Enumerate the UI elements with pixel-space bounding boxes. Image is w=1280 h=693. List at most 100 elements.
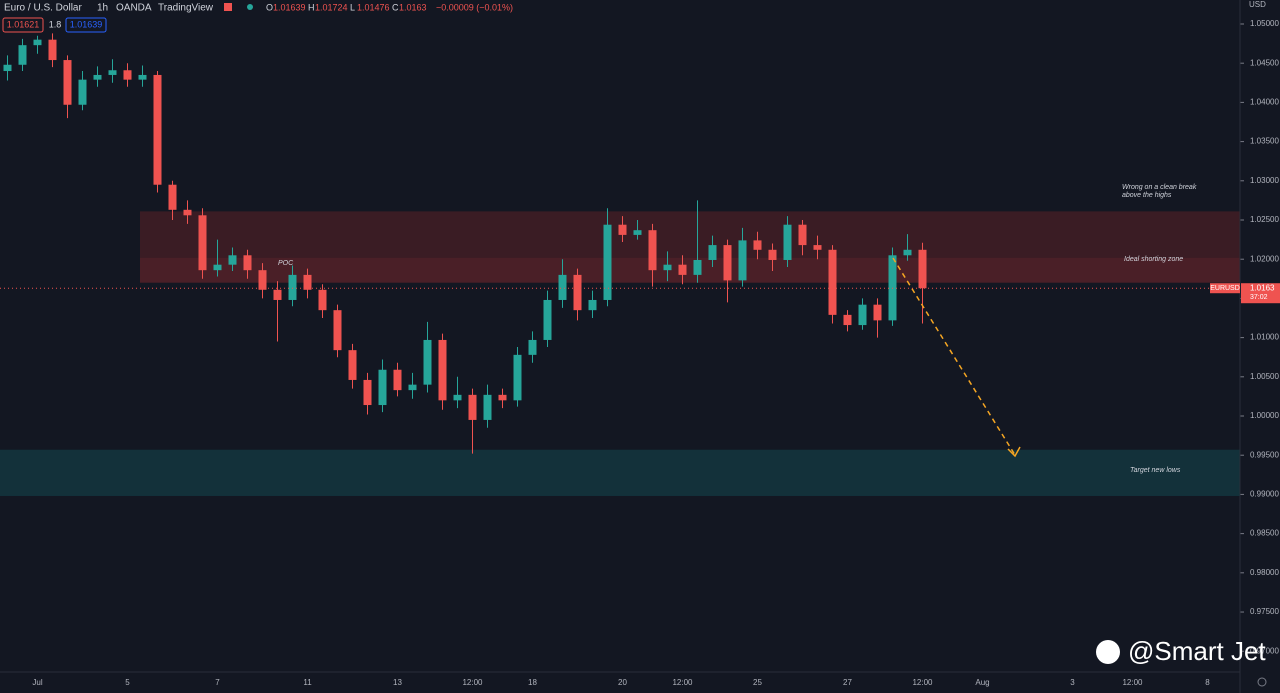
settings-icon[interactable] [1257,677,1267,687]
y-tick-label: 1.03500 [1250,137,1279,146]
spread: 1.8 [49,19,62,29]
candle-body [213,264,222,271]
candle-body [393,369,402,391]
y-tick-label: 1.00000 [1250,411,1279,420]
y-tick-label: 1.04500 [1250,58,1279,67]
x-tick-label: 27 [843,678,852,687]
price-tag-bg [1241,283,1280,304]
watermark: @Smart Jet [1128,636,1266,666]
candle-body [303,274,312,290]
candle-body [48,39,57,61]
annotation: Target new lows [1130,467,1181,474]
sell-box[interactable] [2,17,44,33]
ohlc-key: C [392,2,399,12]
x-tick-label: 11 [303,678,312,687]
candle-body [738,240,747,281]
candle-body [123,70,132,80]
x-tick-label: Aug [975,678,989,687]
candle-body [873,304,882,321]
candle-body [258,270,267,290]
candle-body [18,45,27,65]
zone [140,257,1240,283]
candle-body [723,245,732,281]
candle-body [168,184,177,210]
candle-body [138,74,147,80]
candle-body [573,274,582,311]
candle-body [633,230,642,235]
candle-body [828,249,837,315]
x-tick-label: 25 [753,678,762,687]
candle-body [318,289,327,311]
y-tick-label: 0.97000 [1250,646,1279,655]
candle-body [708,245,717,260]
x-tick-label: 18 [528,678,537,687]
candle-body [513,354,522,401]
candle-body [618,224,627,235]
candle-body [798,224,807,246]
candle-body [843,314,852,326]
candle-body [603,224,612,300]
y-tick-label: 1.02500 [1250,215,1279,224]
x-tick-label: Jul [32,678,42,687]
y-tick-label: 0.98500 [1250,529,1279,538]
symbol-tag-bg [1210,283,1240,294]
candle-body [3,64,12,72]
x-tick-label: 12:00 [912,678,933,687]
candle-body [918,249,927,289]
candle-body [183,209,192,216]
candle-body [483,394,492,420]
candle-body [153,74,162,185]
currency-label[interactable]: USD [1249,0,1266,9]
x-tick-label: 20 [618,678,627,687]
y-tick-label: 0.99000 [1250,490,1279,499]
x-tick-label: 7 [215,678,220,687]
y-tick-label: 1.02000 [1250,254,1279,263]
candle-body [408,384,417,391]
buy-box[interactable] [65,17,107,33]
platform: TradingView [158,3,214,14]
candle-body [93,74,102,80]
y-tick-label: 1.05000 [1250,19,1279,28]
candle-body [768,249,777,260]
ohlc-key: L [350,2,355,12]
candle-body [78,79,87,105]
candle-body [438,339,447,401]
candle-body [453,394,462,401]
y-tick-label: 1.04000 [1250,98,1279,107]
zone [140,211,1240,258]
candles [3,33,927,454]
candle-body [33,39,42,46]
facebook-icon [1096,640,1120,664]
buy-price[interactable]: 1.01639 [70,19,103,29]
candle-body [333,310,342,351]
ohlc-value: 1.01724 [315,2,348,12]
candle-body [348,350,357,380]
candle-body [528,339,537,355]
interval[interactable]: 1h [97,3,108,14]
candle-body [693,259,702,275]
candle-body [558,274,567,300]
y-tick-label: 1.00500 [1250,372,1279,381]
candle-body [363,379,372,406]
ohlc-key: O [266,2,273,12]
candle-body [198,215,207,271]
sell-price[interactable]: 1.01621 [7,19,40,29]
symbol-tag: EURUSD [1210,285,1240,292]
candle-body [858,304,867,326]
ohlc-value: 1.0163 [399,2,427,12]
ohlc-value: 1.01476 [357,2,390,12]
ohlc-key: H [308,2,315,12]
candle-body [903,249,912,256]
x-tick-label: 12:00 [672,678,693,687]
symbol: Euro / U.S. Dollar [4,3,82,14]
candle-body [108,70,117,75]
candle-body [813,245,822,250]
x-tick-label: 12:00 [462,678,483,687]
ohlc: O 1.01639 H 1.01724 L 1.01476 C 1.0163 [266,2,427,12]
flag-icon[interactable] [224,3,232,11]
candle-body [663,264,672,271]
candle-body [63,60,72,105]
